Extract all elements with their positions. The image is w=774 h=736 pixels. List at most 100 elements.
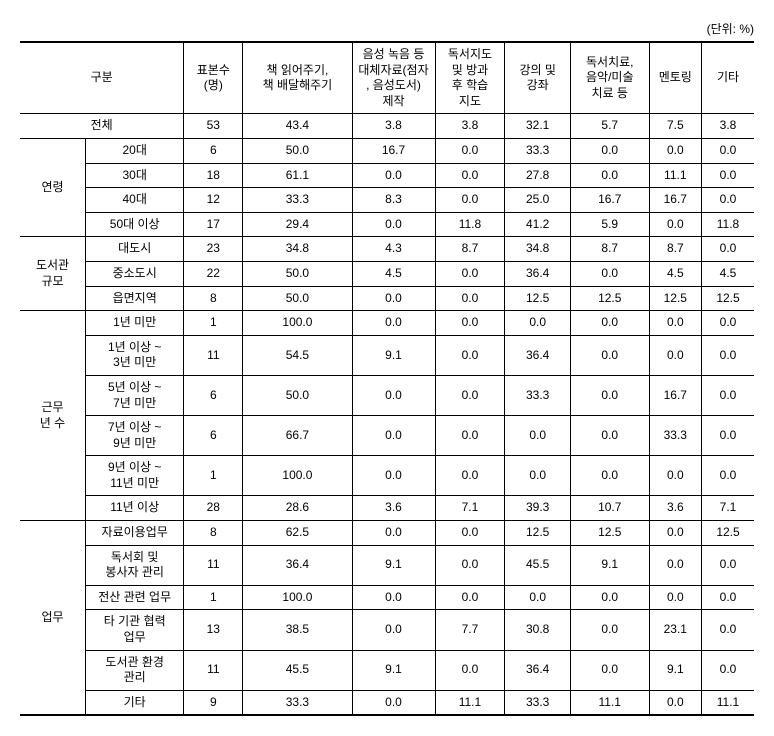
value-cell: 22 bbox=[184, 261, 243, 286]
value-cell: 0.0 bbox=[702, 335, 755, 375]
value-cell: 1 bbox=[184, 585, 243, 610]
value-cell: 0.0 bbox=[570, 650, 649, 690]
row-label: 독서회 및봉사자 관리 bbox=[86, 545, 184, 585]
value-cell: 61.1 bbox=[243, 163, 352, 188]
total-label: 전체 bbox=[20, 114, 184, 139]
value-cell: 0.0 bbox=[649, 212, 701, 237]
value-cell: 5.9 bbox=[570, 212, 649, 237]
value-cell: 9 bbox=[184, 690, 243, 715]
value-cell: 41.2 bbox=[505, 212, 571, 237]
value-cell: 6 bbox=[184, 416, 243, 456]
value-cell: 8 bbox=[184, 521, 243, 546]
value-cell: 0.0 bbox=[352, 585, 435, 610]
value-cell: 0.0 bbox=[435, 286, 505, 311]
value-cell: 0.0 bbox=[702, 138, 755, 163]
row-label: 11년 이상 bbox=[86, 496, 184, 521]
value-cell: 17 bbox=[184, 212, 243, 237]
value-cell: 0.0 bbox=[649, 690, 701, 715]
value-cell: 6 bbox=[184, 375, 243, 415]
value-cell: 0.0 bbox=[352, 521, 435, 546]
value-cell: 8.7 bbox=[570, 237, 649, 262]
value-cell: 0.0 bbox=[352, 311, 435, 336]
value-cell: 28.6 bbox=[243, 496, 352, 521]
value-cell: 36.4 bbox=[243, 545, 352, 585]
header-c1: 책 읽어주기,책 배달해주기 bbox=[243, 42, 352, 114]
value-cell: 36.4 bbox=[505, 261, 571, 286]
total-value: 43.4 bbox=[243, 114, 352, 139]
value-cell: 0.0 bbox=[702, 416, 755, 456]
value-cell: 0.0 bbox=[352, 212, 435, 237]
header-c4: 강의 및강좌 bbox=[505, 42, 571, 114]
group-label: 업무 bbox=[20, 521, 86, 716]
value-cell: 1 bbox=[184, 456, 243, 496]
value-cell: 11.1 bbox=[702, 690, 755, 715]
row-label: 중소도시 bbox=[86, 261, 184, 286]
value-cell: 0.0 bbox=[352, 456, 435, 496]
header-c3: 독서지도및 방과후 학습지도 bbox=[435, 42, 505, 114]
value-cell: 0.0 bbox=[505, 311, 571, 336]
value-cell: 36.4 bbox=[505, 335, 571, 375]
value-cell: 0.0 bbox=[505, 416, 571, 456]
value-cell: 0.0 bbox=[570, 375, 649, 415]
value-cell: 33.3 bbox=[649, 416, 701, 456]
value-cell: 10.7 bbox=[570, 496, 649, 521]
value-cell: 9.1 bbox=[352, 650, 435, 690]
value-cell: 0.0 bbox=[570, 416, 649, 456]
value-cell: 25.0 bbox=[505, 188, 571, 213]
row-label: 7년 이상 ~9년 미만 bbox=[86, 416, 184, 456]
value-cell: 4.5 bbox=[649, 261, 701, 286]
group-label: 도서관규모 bbox=[20, 237, 86, 311]
value-cell: 11 bbox=[184, 545, 243, 585]
value-cell: 8.7 bbox=[649, 237, 701, 262]
value-cell: 0.0 bbox=[435, 545, 505, 585]
value-cell: 0.0 bbox=[702, 610, 755, 650]
value-cell: 4.5 bbox=[352, 261, 435, 286]
value-cell: 8.3 bbox=[352, 188, 435, 213]
group-label: 연령 bbox=[20, 138, 86, 236]
value-cell: 45.5 bbox=[505, 545, 571, 585]
value-cell: 0.0 bbox=[352, 163, 435, 188]
value-cell: 0.0 bbox=[702, 188, 755, 213]
value-cell: 0.0 bbox=[702, 237, 755, 262]
value-cell: 0.0 bbox=[352, 416, 435, 456]
value-cell: 23 bbox=[184, 237, 243, 262]
value-cell: 12.5 bbox=[505, 286, 571, 311]
total-value: 7.5 bbox=[649, 114, 701, 139]
value-cell: 33.3 bbox=[505, 690, 571, 715]
value-cell: 16.7 bbox=[352, 138, 435, 163]
data-table: 구분 표본수(명) 책 읽어주기,책 배달해주기 음성 녹음 등대체자료(점자,… bbox=[20, 41, 754, 716]
value-cell: 0.0 bbox=[649, 311, 701, 336]
value-cell: 34.8 bbox=[505, 237, 571, 262]
header-gubun: 구분 bbox=[20, 42, 184, 114]
value-cell: 45.5 bbox=[243, 650, 352, 690]
value-cell: 0.0 bbox=[702, 311, 755, 336]
value-cell: 3.6 bbox=[352, 496, 435, 521]
value-cell: 9.1 bbox=[570, 545, 649, 585]
value-cell: 18 bbox=[184, 163, 243, 188]
value-cell: 0.0 bbox=[352, 610, 435, 650]
value-cell: 0.0 bbox=[352, 375, 435, 415]
value-cell: 0.0 bbox=[435, 375, 505, 415]
value-cell: 1 bbox=[184, 311, 243, 336]
total-value: 3.8 bbox=[435, 114, 505, 139]
row-label: 읍면지역 bbox=[86, 286, 184, 311]
value-cell: 33.3 bbox=[243, 188, 352, 213]
value-cell: 9.1 bbox=[352, 335, 435, 375]
value-cell: 16.7 bbox=[649, 188, 701, 213]
row-label: 40대 bbox=[86, 188, 184, 213]
value-cell: 0.0 bbox=[649, 456, 701, 496]
value-cell: 0.0 bbox=[435, 335, 505, 375]
value-cell: 0.0 bbox=[702, 163, 755, 188]
value-cell: 11 bbox=[184, 650, 243, 690]
header-c5: 독서치료,음악/미술치료 등 bbox=[570, 42, 649, 114]
value-cell: 16.7 bbox=[649, 375, 701, 415]
value-cell: 0.0 bbox=[570, 261, 649, 286]
value-cell: 0.0 bbox=[649, 545, 701, 585]
value-cell: 0.0 bbox=[435, 163, 505, 188]
value-cell: 4.3 bbox=[352, 237, 435, 262]
value-cell: 50.0 bbox=[243, 261, 352, 286]
header-c7: 기타 bbox=[702, 42, 755, 114]
value-cell: 66.7 bbox=[243, 416, 352, 456]
header-c2: 음성 녹음 등대체자료(점자, 음성도서)제작 bbox=[352, 42, 435, 114]
value-cell: 0.0 bbox=[649, 585, 701, 610]
